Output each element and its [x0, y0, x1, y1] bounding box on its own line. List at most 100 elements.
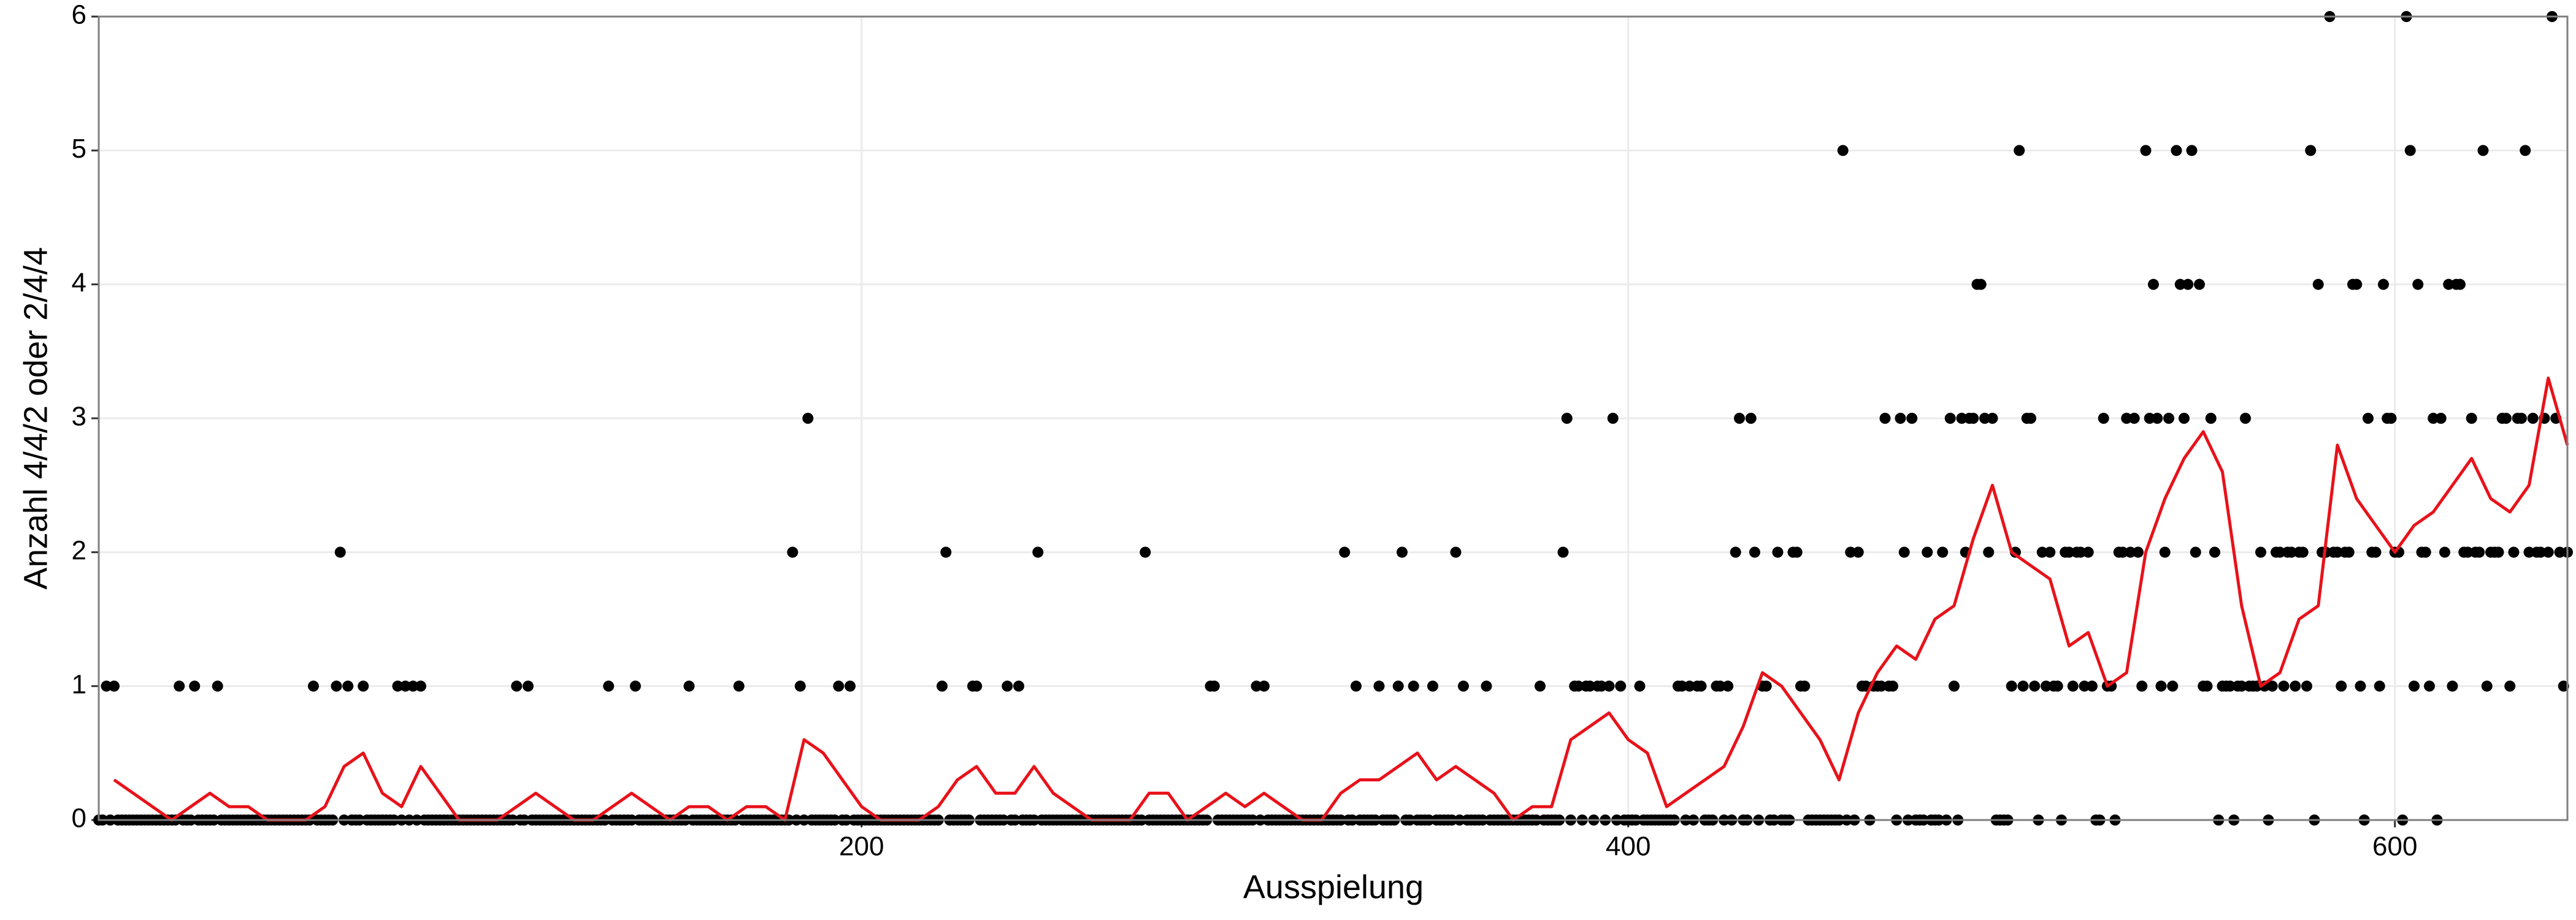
point: [1987, 413, 1998, 424]
point: [1734, 413, 1745, 424]
point: [2336, 680, 2347, 692]
point: [1259, 680, 1270, 692]
point: [1634, 680, 1646, 692]
point: [342, 680, 354, 692]
point: [334, 546, 346, 558]
y-tick-label: 5: [72, 134, 86, 164]
point: [1450, 546, 1462, 558]
point: [1975, 278, 1987, 290]
point: [1684, 680, 1695, 692]
x-tick-label: 400: [1606, 832, 1650, 862]
point: [1722, 680, 1734, 692]
point: [940, 546, 952, 558]
point: [1968, 413, 1979, 424]
point: [833, 680, 845, 692]
point: [407, 680, 419, 692]
point: [1676, 680, 1688, 692]
point: [2148, 278, 2159, 290]
point: [1772, 546, 1784, 558]
point: [1251, 680, 1262, 692]
point: [1979, 413, 1990, 424]
point: [1392, 680, 1404, 692]
point: [1032, 546, 1044, 558]
point: [174, 680, 185, 692]
point: [2439, 546, 2450, 558]
y-axis-title: Anzahl 4/4/2 oder 2/4/4: [17, 247, 54, 589]
point: [1695, 680, 1707, 692]
point: [2542, 546, 2554, 558]
point: [787, 546, 799, 558]
point: [2125, 546, 2136, 558]
point: [2179, 413, 2190, 424]
point: [1898, 546, 1910, 558]
point: [2516, 413, 2527, 424]
point: [2128, 413, 2140, 424]
point: [1906, 413, 1918, 424]
point: [1845, 546, 1857, 558]
point: [331, 680, 342, 692]
point: [2370, 546, 2382, 558]
point: [2255, 546, 2266, 558]
point: [1760, 680, 1772, 692]
point: [1013, 680, 1024, 692]
point: [2136, 680, 2148, 692]
y-tick-label: 3: [72, 402, 86, 432]
point: [1922, 546, 1933, 558]
point: [2501, 413, 2512, 424]
point: [2201, 680, 2213, 692]
point: [2508, 546, 2520, 558]
point: [1949, 680, 1960, 692]
moving-average-line: [113, 377, 2569, 822]
point: [2144, 413, 2155, 424]
point: [2481, 680, 2493, 692]
point: [2474, 546, 2485, 558]
point: [2305, 145, 2317, 156]
point: [2462, 546, 2474, 558]
point: [1603, 680, 1615, 692]
point: [1339, 546, 1351, 558]
point: [2378, 278, 2389, 290]
point: [1749, 546, 1760, 558]
point: [2290, 680, 2301, 692]
point: [308, 680, 319, 692]
point: [2374, 680, 2385, 692]
point: [2435, 413, 2447, 424]
point: [2385, 413, 2397, 424]
point: [2190, 546, 2201, 558]
point: [1895, 413, 1906, 424]
point: [2174, 278, 2186, 290]
point: [415, 680, 426, 692]
point: [2036, 546, 2048, 558]
point: [101, 680, 112, 692]
point: [189, 680, 201, 692]
point: [2025, 413, 2036, 424]
point: [358, 680, 369, 692]
point: [1876, 680, 1887, 692]
point: [2117, 546, 2128, 558]
point: [109, 680, 120, 692]
point: [733, 680, 745, 692]
y-tick-label: 1: [72, 669, 86, 699]
point: [1002, 680, 1013, 692]
point: [845, 680, 856, 692]
point: [1535, 680, 1546, 692]
point: [2121, 413, 2133, 424]
point: [1944, 413, 1956, 424]
point: [2209, 546, 2220, 558]
point: [1140, 546, 1151, 558]
point: [400, 680, 411, 692]
point: [2182, 278, 2194, 290]
point: [2240, 413, 2251, 424]
point: [1458, 680, 1469, 692]
point: [2527, 413, 2539, 424]
point: [1714, 680, 1726, 692]
point: [1208, 680, 1220, 692]
point: [2152, 413, 2163, 424]
point: [2424, 680, 2435, 692]
point: [2236, 680, 2247, 692]
x-tick-label: 600: [2372, 832, 2417, 862]
point: [2466, 413, 2477, 424]
point: [2067, 680, 2079, 692]
